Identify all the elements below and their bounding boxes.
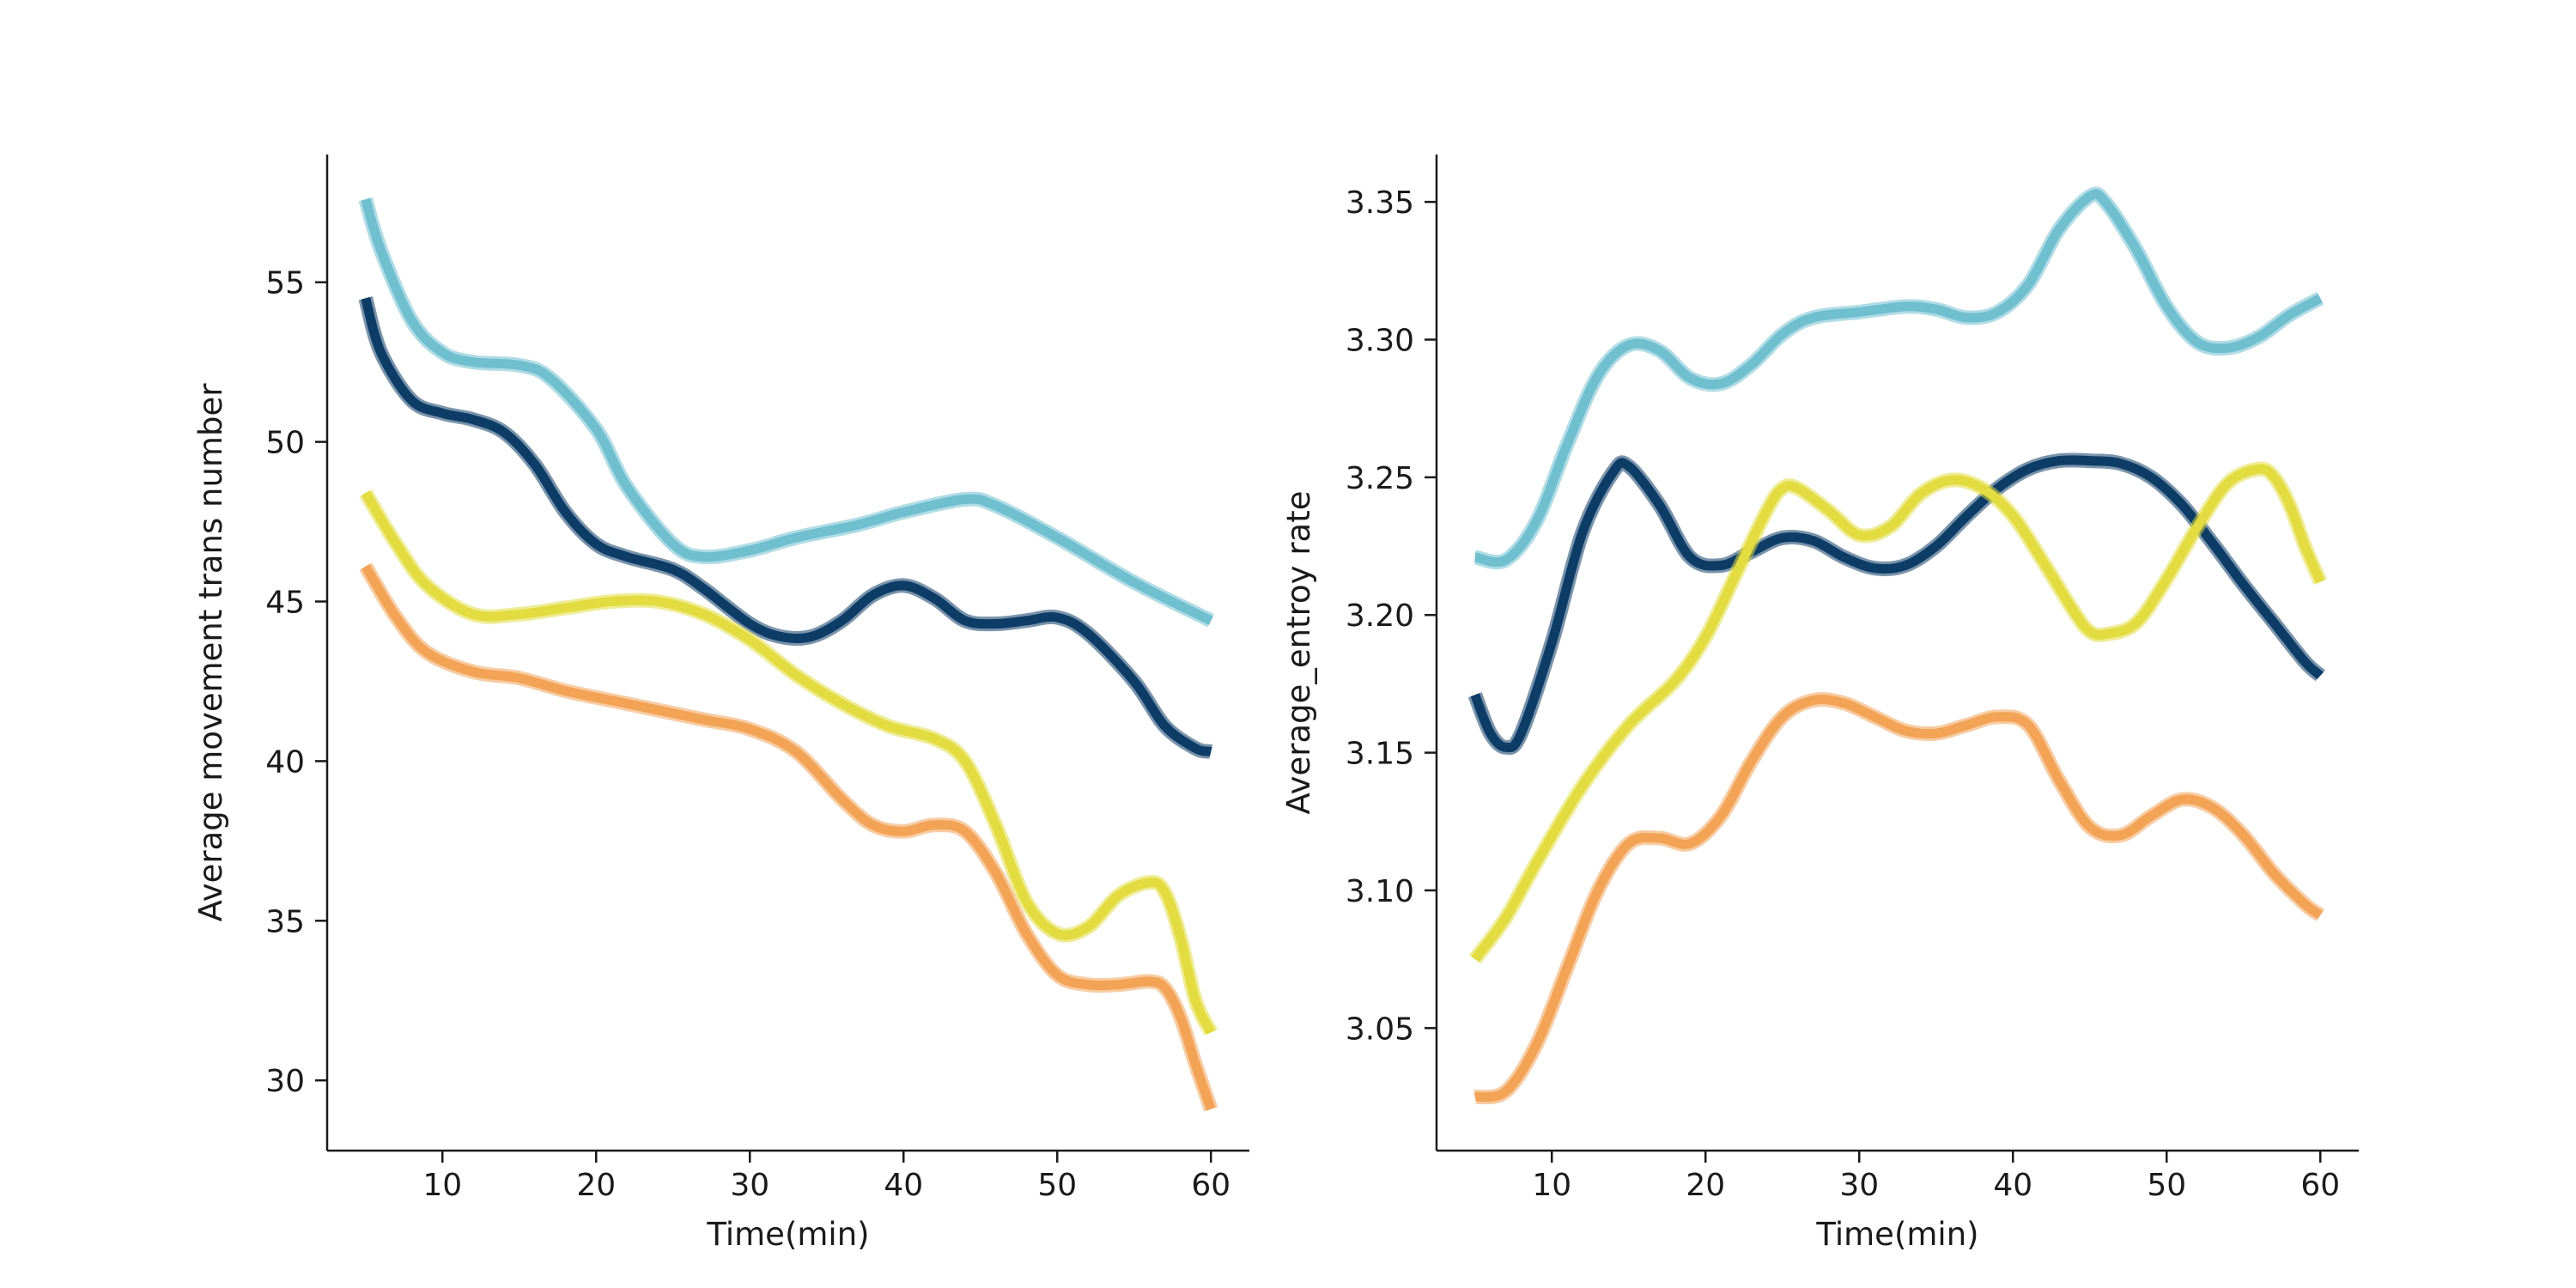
left-series-3-line	[361, 490, 1216, 1035]
right-series-4-line	[1473, 695, 2324, 1103]
left-y-tick-label: 45	[265, 586, 305, 621]
right-y-tick-label: 3.35	[1346, 185, 1414, 221]
left-x-tick-label: 10	[422, 1168, 462, 1203]
right-y-tick-label: 3.20	[1346, 598, 1414, 634]
left-x-tick-label: 30	[730, 1168, 769, 1203]
left-x-axis-label: Time(min)	[706, 1216, 869, 1253]
left-series-layer	[358, 197, 1218, 1112]
left-y-tick-label: 55	[265, 266, 305, 301]
right-x-tick-label: 50	[2147, 1168, 2186, 1203]
right-y-tick-label: 3.05	[1346, 1012, 1414, 1047]
right-line-chart-panel: 10 20 30 40 50 60 3.05 3.10 3.15 3.20 3.25 3.30 3.35…	[1280, 155, 2359, 1253]
right-x-tick-label: 10	[1532, 1168, 1571, 1203]
left-series-1-line	[361, 197, 1213, 625]
left-series-2-line	[361, 296, 1212, 756]
left-axis-ticks: 10 20 30 40 50 60 30 35 40 45 50 55	[265, 266, 1230, 1203]
left-y-axis-label: Average movement trans number	[192, 383, 229, 922]
left-y-tick-label: 50	[265, 426, 305, 461]
right-axis-ticks: 10 20 30 40 50 60 3.05 3.10 3.15 3.20 3.25 3.30 3.35	[1346, 185, 2340, 1203]
right-x-tick-label: 40	[1993, 1168, 2032, 1203]
left-line-chart-panel: 10 20 30 40 50 60 30 35 40 45 50 55 Time(min) Avera…	[192, 155, 1249, 1253]
right-series-layer	[1467, 186, 2328, 1105]
right-series-1-line	[1473, 189, 2323, 568]
right-y-tick-label: 3.15	[1346, 737, 1414, 772]
right-y-axis-label: Average_entroy rate	[1280, 490, 1317, 814]
right-series-3-line	[1471, 464, 2325, 963]
left-x-tick-label: 50	[1037, 1168, 1077, 1203]
right-x-axis-label: Time(min)	[1815, 1216, 1978, 1253]
right-y-tick-label: 3.30	[1346, 324, 1414, 359]
right-x-tick-label: 30	[1839, 1168, 1879, 1203]
left-x-tick-label: 20	[576, 1168, 616, 1203]
left-series-4-line	[361, 563, 1216, 1111]
right-x-tick-label: 20	[1686, 1168, 1725, 1203]
right-y-tick-label: 3.10	[1346, 874, 1414, 909]
right-x-tick-label: 60	[2300, 1168, 2340, 1203]
left-y-tick-label: 35	[265, 904, 305, 939]
left-y-tick-label: 30	[265, 1064, 305, 1099]
left-y-tick-label: 40	[265, 744, 305, 780]
left-x-tick-label: 60	[1191, 1168, 1230, 1203]
right-series-2-line	[1470, 455, 2324, 753]
right-y-tick-label: 3.25	[1346, 461, 1414, 496]
left-x-tick-label: 40	[884, 1168, 923, 1203]
